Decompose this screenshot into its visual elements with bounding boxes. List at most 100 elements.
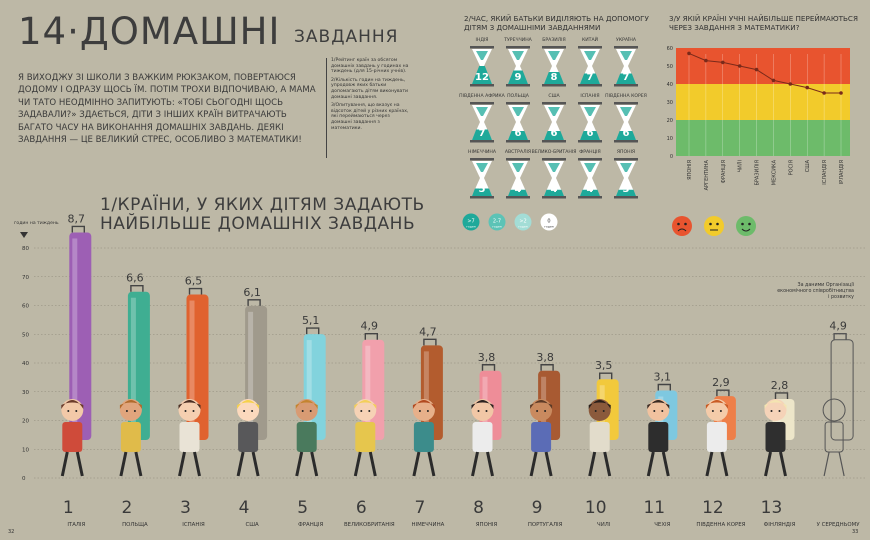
country-label: НІМЕЧЧИНА: [411, 522, 444, 528]
kid-figure: [646, 399, 670, 477]
bag-handle: [247, 299, 261, 306]
y-tick-label: 60: [22, 304, 29, 310]
hourglass-country: США: [548, 93, 560, 99]
kid-eye: [192, 410, 195, 412]
hourglass-cap: [506, 158, 530, 161]
math-stress-line-chart: 0 10 20 30 40 50 60 ЯПОНІЯ АРГЕНТИНА ФРАНЦІЯ ЧИЛІ Б…: [667, 46, 850, 236]
bar-group: 3,5 10 ЧИЛІ: [585, 359, 619, 528]
y-tick-label: 40: [667, 82, 673, 88]
hourglass-cell: КИТАЙ 7: [578, 36, 602, 87]
kid-head: [178, 399, 201, 421]
kid-figure: [529, 399, 553, 477]
kid-figure: [236, 399, 260, 477]
kid-head: [295, 399, 318, 421]
kid-eye: [133, 410, 136, 412]
kid-eye: [426, 410, 429, 412]
page-number-left: 32: [8, 529, 15, 535]
hourglass-value: 4: [515, 184, 522, 195]
bag-handle: [71, 225, 85, 233]
hourglass-country: ІНДІЯ: [476, 37, 489, 43]
hourglass-value: 6: [623, 128, 630, 139]
hourglass-value: 5: [479, 184, 486, 195]
hourglass-sand-top: [476, 107, 488, 116]
hourglass-sand: [580, 131, 600, 140]
bar-value-label: 4,9: [361, 320, 379, 333]
hourglass-cap: [506, 84, 530, 87]
kid-body: [765, 422, 786, 452]
bar-group: 2,9 12 ПІВДЕННА КОРЕЯ: [696, 376, 745, 528]
kid-eye: [719, 410, 722, 412]
bag-stripe: [248, 311, 254, 436]
bag-stripe: [130, 297, 136, 436]
hourglass-chart-title: 2/ЧАС, ЯКИЙ БАТЬКИ ВИДІЛЯЮТЬ НА ДОПОМОГУ…: [464, 14, 649, 32]
data-point: [839, 91, 843, 95]
hourglass-sand: [472, 129, 492, 140]
hourglass-sand-top: [548, 107, 560, 116]
data-point: [720, 60, 725, 65]
hourglass-sand-top: [548, 51, 560, 60]
face-eye: [677, 222, 680, 226]
kid-eye: [485, 410, 488, 412]
bag-handle: [657, 383, 671, 391]
bag-handle: [306, 327, 320, 335]
hourglass-country: ВЕЛИКО-БРИТАНІЯ: [532, 149, 577, 155]
hourglass-cell: АВСТРАЛІЯ 4: [505, 149, 531, 199]
hourglass-country: ПОЛЬЩА: [507, 93, 530, 99]
bar-group: 6,6 2 ПОЛЬЩА: [119, 272, 150, 528]
hourglass-value: 7: [587, 72, 594, 83]
neutral-face-icon: [704, 216, 724, 236]
hourglass-cap: [506, 46, 530, 49]
hourglass-sand-top: [620, 51, 632, 60]
hourglass-sand-top: [548, 163, 560, 172]
hourglass-glass: [508, 161, 528, 196]
hourglass-glass: [472, 161, 492, 196]
hourglass-value: 4: [587, 184, 594, 195]
bag-handle: [364, 333, 378, 340]
bag-handle: [423, 338, 437, 346]
bar: [69, 232, 92, 440]
x-tick-label: ІРЛАНДІЯ: [839, 160, 845, 184]
main-chart-heading: 1/КРАЇНИ, У ЯКИХ ДІТЯМ ЗАДАЮТЬ НАЙБІЛЬШЕ…: [100, 195, 425, 234]
stress-zone: [676, 48, 850, 84]
hourglass-country: ЯПОНІЯ: [617, 149, 635, 155]
hourglass-value: 6: [551, 128, 558, 139]
kid-body: [238, 422, 259, 452]
hourglass-country: НІМЕЧЧИНА: [468, 149, 497, 155]
hourglass-country: УКРАЇНА: [616, 36, 637, 43]
y-tick-label: 30: [22, 390, 29, 396]
kid-figure: [60, 399, 84, 477]
legend-circle: [462, 213, 480, 231]
hourglass-value: 7: [479, 128, 486, 139]
kid-eye: [360, 410, 363, 412]
kid-legs: [178, 451, 201, 477]
bag-stripe: [189, 300, 195, 436]
hourglass-cell: ПОЛЬЩА 6: [506, 93, 530, 143]
hourglass-value: 4: [551, 184, 558, 195]
x-tick-label: ЯПОНІЯ: [687, 160, 693, 180]
hourglass-country: ПІВДЕННА АФРИКА: [459, 93, 506, 99]
bag-handle: [599, 372, 613, 380]
face-eye: [748, 222, 751, 226]
kid-legs: [705, 451, 729, 477]
kid-hair: [588, 400, 611, 409]
kid-legs: [236, 451, 260, 477]
country-label: ЯПОНІЯ: [476, 522, 498, 528]
hourglass-cell: ПІВДЕННА КОРЕЯ 6: [605, 93, 647, 143]
y-axis-label: годин на тиждень: [14, 221, 59, 226]
kid-legs: [471, 451, 494, 477]
kid-eye: [125, 410, 128, 412]
rank-number: 13: [761, 498, 783, 518]
hourglass-glass: [616, 161, 636, 196]
hourglass-country: ПІВДЕННА КОРЕЯ: [605, 93, 647, 99]
hourglass-sand: [580, 73, 600, 84]
rank-number: 6: [356, 498, 367, 518]
x-tick-label: ФРАНЦІЯ: [721, 160, 727, 183]
kid-figure: [412, 399, 436, 477]
kid-eye: [418, 410, 421, 412]
bar-value-label: 4,9: [829, 320, 847, 333]
data-point: [687, 51, 691, 56]
stress-zone: [676, 84, 850, 120]
source-note: За даними Організації економічного співр…: [777, 283, 854, 300]
kid-hair: [237, 400, 260, 409]
hourglass-cap: [578, 102, 602, 105]
